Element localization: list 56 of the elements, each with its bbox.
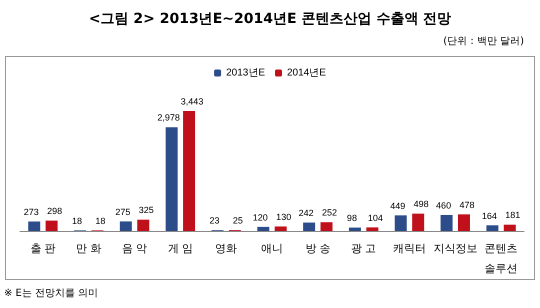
bar <box>394 215 407 231</box>
bar <box>120 221 132 231</box>
data-label: 460 <box>436 200 452 210</box>
chart-title: <그림 2> 2013년E~2014년E 콘텐츠산업 수출액 전망 <box>88 10 452 29</box>
chart-subtitle: (단위 : 백만 달러) <box>442 35 525 49</box>
data-label: 18 <box>95 216 106 226</box>
x-tick-label: 캐릭터 <box>392 243 426 255</box>
legend-label: 2013년E <box>226 68 266 78</box>
text: ※ E는 전망치를 의미 <box>3 287 100 300</box>
bar <box>458 214 470 231</box>
data-label: 242 <box>298 208 314 218</box>
data-label: 449 <box>390 200 406 211</box>
data-label: 498 <box>414 199 429 210</box>
data-label: 25 <box>232 216 243 226</box>
data-label: 298 <box>47 206 62 216</box>
data-label: 120 <box>252 212 268 222</box>
bar <box>28 221 40 231</box>
x-tick-label: 영화 <box>215 243 238 255</box>
data-label: 273 <box>24 206 39 217</box>
bar <box>412 214 424 231</box>
bar <box>320 222 333 231</box>
bar <box>46 220 58 231</box>
bar <box>137 220 150 231</box>
x-tick-label: 애니 <box>261 243 283 255</box>
data-label: 3,443 <box>180 96 204 106</box>
data-label: 478 <box>459 200 474 210</box>
bar <box>257 226 270 231</box>
bar <box>486 225 498 231</box>
bar <box>348 228 361 231</box>
data-label: 252 <box>322 208 338 218</box>
legend-label: 2014년E <box>287 68 326 78</box>
bar <box>274 226 287 231</box>
data-label: 2,978 <box>157 112 180 123</box>
data-label: 18 <box>72 216 82 226</box>
x-tick-label: 음 악 <box>122 243 148 255</box>
data-label: 130 <box>276 212 292 222</box>
x-tick-label: 출 판 <box>30 243 56 255</box>
data-label: 23 <box>209 216 220 226</box>
x-tick-label: 만 화 <box>76 243 102 255</box>
data-label: 98 <box>346 213 357 224</box>
x-tick-label: 지식정보 <box>433 243 478 255</box>
bar <box>440 214 453 231</box>
x-tick-label: 광 고 <box>351 243 376 255</box>
x-tick-label: 게 임 <box>168 243 193 255</box>
bar <box>504 224 516 231</box>
data-label: 181 <box>505 210 520 220</box>
data-label: 325 <box>138 205 154 216</box>
data-label: 104 <box>368 212 383 223</box>
data-label: 275 <box>115 206 130 217</box>
x-tick-label: 방 송 <box>305 243 330 255</box>
bar <box>366 227 378 231</box>
x-tick-label: 콘텐츠 솔루션 <box>484 243 518 275</box>
bar <box>183 110 196 231</box>
data-label: 164 <box>482 210 497 221</box>
bar <box>303 222 316 231</box>
bar <box>166 127 178 231</box>
